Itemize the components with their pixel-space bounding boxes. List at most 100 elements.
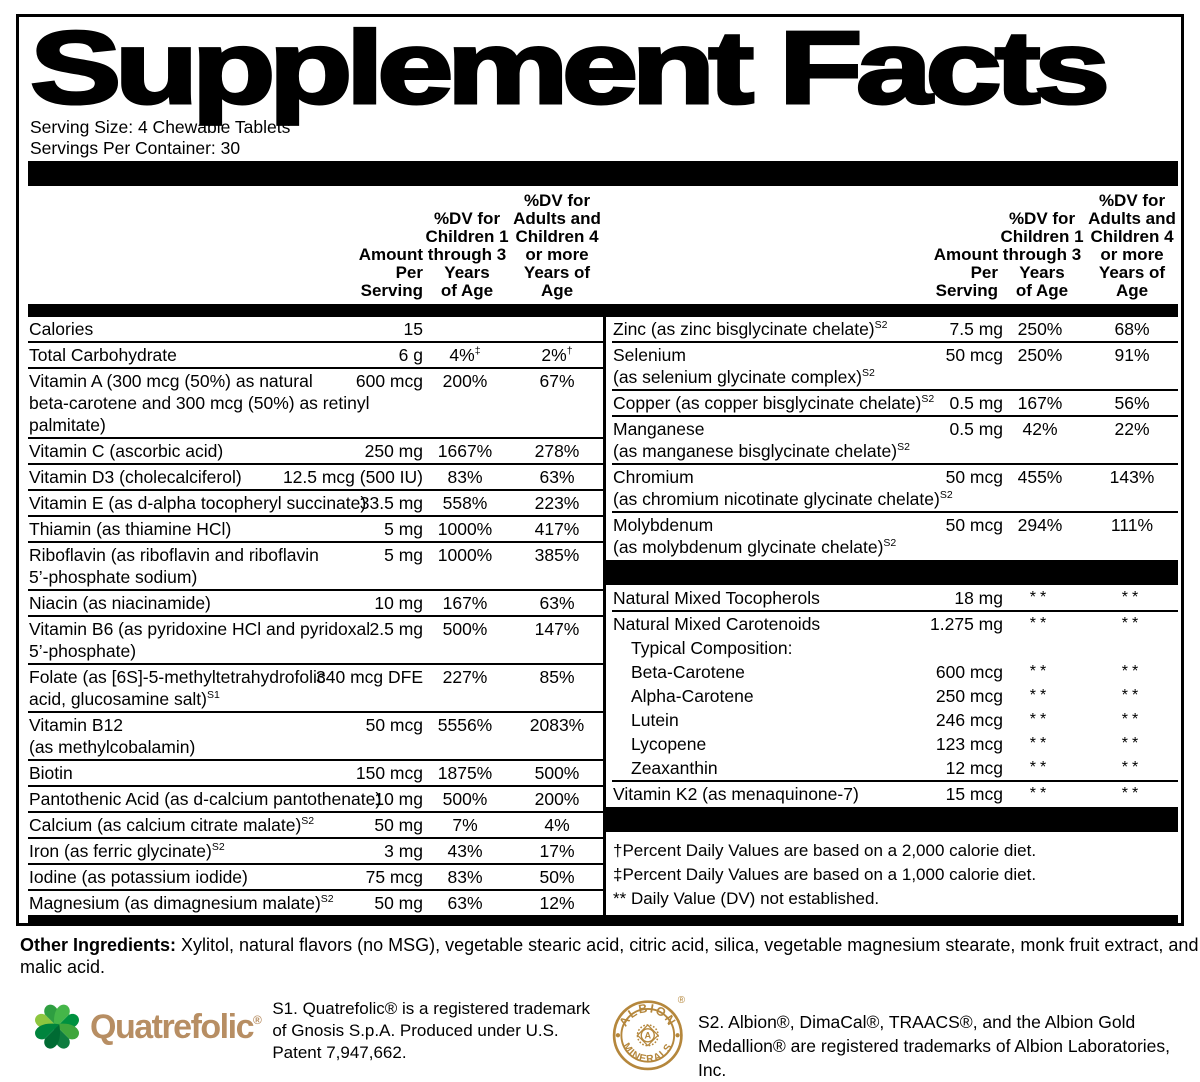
dv-children-value: 167% <box>1017 393 1063 413</box>
dv-children-value: ** <box>1029 785 1051 802</box>
nutrient-row: Typical Composition: <box>612 636 1178 660</box>
dv-adults-value: 50% <box>539 867 575 887</box>
nutrient-row: Vitamin C (ascorbic acid) 1667% 278% 250 mg <box>28 439 603 465</box>
nutrient-name: Natural Mixed Carotenoids <box>613 614 821 634</box>
divider-bar-header <box>28 304 1178 317</box>
nutrient-row: Niacin (as niacinamide) 167% 63% 10 mg <box>28 591 603 617</box>
dv-children-header: %DV for Children 1 through 3 Years of Ag… <box>1000 209 1084 300</box>
nutrient-row: Natural Mixed Carotenoids ** ** 1.275 mg <box>612 612 1178 636</box>
dv-children-value: 1000% <box>437 519 493 539</box>
nutrient-name: Iron (as ferric glycinate)S2 <box>29 841 225 861</box>
dv-children-value: 227% <box>442 667 488 687</box>
nutrient-row: Calories 15 <box>28 317 603 343</box>
dv-adults-value: 12% <box>539 893 575 913</box>
nutrient-row: Vitamin A (300 mcg (50%) as natural beta… <box>28 369 603 439</box>
nutrient-row: Folate (as [6S]-5-methyltetrahydrofolic … <box>28 665 603 713</box>
nutrient-row: Lycopene ** ** 123 mcg <box>612 732 1178 756</box>
amount-value: 600 mcg <box>935 662 1003 682</box>
dv-children-value: 42% <box>1022 419 1058 439</box>
amount-value: 3 mg <box>384 841 423 861</box>
dv-adults-value: ** <box>1121 615 1143 632</box>
dv-adults-value: 85% <box>539 667 575 687</box>
dv-children-value: ** <box>1029 615 1051 632</box>
nutrient-name: Molybdenum (as molybdenum glycinate chel… <box>613 515 897 557</box>
quatrefolic-wordmark-text: Quatrefolic <box>90 1008 254 1046</box>
albion-center-letter: A <box>645 1031 652 1041</box>
dv-children-value: 43% <box>447 841 483 861</box>
nutrient-name: Chromium (as chromium nicotinate glycina… <box>613 467 953 509</box>
nutrient-name: Vitamin B12 (as methylcobalamin) <box>29 715 196 757</box>
amount-value: 10 mg <box>374 789 423 809</box>
nutrient-row: Zinc (as zinc bisglycinate chelate)S2 250… <box>612 317 1178 343</box>
dv-adults-value: 223% <box>534 493 580 513</box>
amount-value: 33.5 mg <box>359 493 423 513</box>
amount-value: 1.275 mg <box>930 614 1003 634</box>
amount-value: 50 mg <box>374 815 423 835</box>
dv-children-value: 7% <box>452 815 478 835</box>
dv-children-value: ** <box>1029 735 1051 752</box>
nutrient-name: Typical Composition: <box>631 638 793 658</box>
nutrient-row: Thiamin (as thiamine HCl) 1000% 417% 5 mg <box>28 517 603 543</box>
trademark-section: Quatrefolic® S1. Quatrefolic® is a regis… <box>0 992 1200 1082</box>
dv-children-value: ** <box>1029 687 1051 704</box>
dv-adults-value: ** <box>1121 687 1143 704</box>
dv-adults-value: 147% <box>534 619 580 639</box>
nutrient-row: Calcium (as calcium citrate malate)S2 7% 4… <box>28 813 603 839</box>
nutrient-row: Magnesium (as dimagnesium malate)S2 63% 12… <box>28 891 603 915</box>
amount-value: 75 mcg <box>365 867 423 887</box>
nutrient-name: Vitamin E (as d-alpha tocopheryl succina… <box>29 493 367 513</box>
nutrient-name: Folate (as [6S]-5-methyltetrahydrofolic … <box>29 667 326 709</box>
dv-children-value: 500% <box>442 789 488 809</box>
quatrefolic-clover-icon <box>35 1004 79 1049</box>
column-headers-left: Amount Per Serving %DV for Children 1 th… <box>28 192 603 300</box>
amount-value: 12.5 mcg (500 IU) <box>282 467 423 487</box>
dv-children-value: ** <box>1029 759 1051 776</box>
nutrient-name: Alpha-Carotene <box>631 686 754 706</box>
s2-trademark-note: S2. Albion®, DimaCal®, TRAACS®, and the … <box>698 1012 1171 1080</box>
nutrient-name: Vitamin B6 (as pyridoxine HCl and pyrido… <box>29 619 371 661</box>
dv-adults-value: 500% <box>534 763 580 783</box>
nutrient-name: Thiamin (as thiamine HCl) <box>29 519 232 539</box>
dv-adults-value: ** <box>1121 711 1143 728</box>
amount-value: 250 mg <box>364 441 423 461</box>
dv-children-value: 1667% <box>437 441 493 461</box>
nutrient-tables: Calories 15 Total Carbohydrate 4%‡ 2%† 6 g Vit… <box>28 317 1178 915</box>
nutrient-row: Natural Mixed Tocopherols ** ** 18 mg <box>612 586 1178 612</box>
nutrient-row: Lutein ** ** 246 mcg <box>612 708 1178 732</box>
other-ingredients-label: Other Ingredients: <box>20 935 177 955</box>
nutrient-row: Chromium (as chromium nicotinate glycina… <box>612 465 1178 513</box>
dv-children-value: ** <box>1029 663 1051 680</box>
amount-value: 50 mcg <box>945 467 1003 487</box>
nutrient-name: Total Carbohydrate <box>29 345 177 365</box>
dv-children-value: 500% <box>442 619 488 639</box>
divider-bar-bottom <box>28 915 1178 923</box>
nutrient-name: Vitamin D3 (cholecalciferol) <box>29 467 242 487</box>
nutrient-name: Iodine (as potassium iodide) <box>29 867 248 887</box>
dv-adults-value: ** <box>1121 589 1143 606</box>
amount-value: 340 mcg DFE <box>316 667 423 687</box>
dv-adults-value: 91% <box>1114 345 1150 365</box>
nutrient-name: Natural Mixed Tocopherols <box>613 588 820 608</box>
footnotes: †Percent Daily Values are based on a 2,0… <box>613 841 1037 908</box>
nutrient-row: Total Carbohydrate 4%‡ 2%† 6 g <box>28 343 603 369</box>
amount-value: 7.5 mg <box>949 319 1004 339</box>
dv-adults-value: 63% <box>539 593 575 613</box>
nutrient-name: Zeaxanthin <box>631 758 718 778</box>
nutrient-row: Biotin 1875% 500% 150 mcg <box>28 761 603 787</box>
column-headers-right: Amount Per Serving %DV for Children 1 th… <box>603 192 1178 300</box>
dv-adults-header: %DV for Adults and Children 4 or more Ye… <box>513 191 601 300</box>
amount-value: 250 mcg <box>935 686 1003 706</box>
dv-children-value: 294% <box>1017 515 1063 535</box>
nutrient-row: Zeaxanthin ** ** 12 mcg <box>612 756 1178 782</box>
nutrient-name: Beta-Carotene <box>631 662 745 682</box>
amount-value: 50 mcg <box>945 345 1003 365</box>
dv-children-value: 200% <box>442 371 488 391</box>
nutrient-row: Molybdenum (as molybdenum glycinate chel… <box>612 513 1178 559</box>
dv-adults-value: 56% <box>1114 393 1150 413</box>
dv-children-value: 455% <box>1017 467 1063 487</box>
nutrient-row: Iodine (as potassium iodide) 83% 50% 75 mcg <box>28 865 603 891</box>
nutrient-row: Vitamin D3 (cholecalciferol) 83% 63% 12.5 m… <box>28 465 603 491</box>
amount-value: 0.5 mg <box>949 419 1004 439</box>
nutrient-name: Vitamin C (ascorbic acid) <box>29 441 224 461</box>
amount-value: 50 mg <box>374 893 423 913</box>
